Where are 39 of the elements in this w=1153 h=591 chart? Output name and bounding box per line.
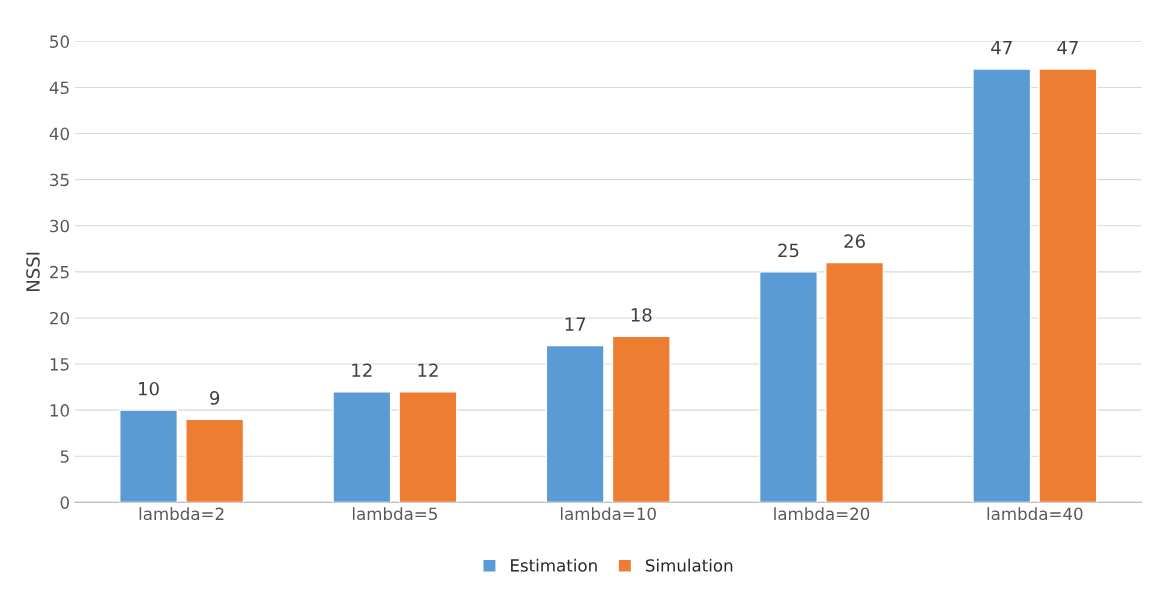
data-label: 9 bbox=[210, 391, 220, 405]
legend-label: Simulation bbox=[645, 558, 733, 572]
data-label: 18 bbox=[631, 308, 652, 322]
bar bbox=[332, 391, 392, 503]
x-tick-label: lambda=2 bbox=[139, 507, 224, 521]
bar bbox=[185, 418, 245, 503]
y-axis-title: NSSI bbox=[26, 252, 40, 291]
y-tick-label: 50 bbox=[50, 35, 69, 48]
bar bbox=[1038, 68, 1098, 503]
y-tick-label: 45 bbox=[49, 81, 69, 95]
y-tick-label: 25 bbox=[50, 265, 69, 279]
bar bbox=[825, 261, 885, 503]
legend-label: Estimation bbox=[511, 558, 597, 572]
y-tick-label: 5 bbox=[60, 450, 69, 463]
data-label: 12 bbox=[418, 363, 438, 377]
y-tick-label: 40 bbox=[49, 127, 69, 141]
y-tick-label: 0 bbox=[60, 496, 69, 509]
data-label: 10 bbox=[139, 381, 159, 396]
data-label: 12 bbox=[352, 363, 372, 377]
x-tick-label: lambda=5 bbox=[352, 507, 437, 521]
bar bbox=[611, 335, 671, 503]
data-label: 17 bbox=[565, 317, 586, 331]
data-label: 26 bbox=[844, 234, 865, 249]
y-tick-label: 10 bbox=[50, 404, 69, 417]
data-label: 25 bbox=[778, 243, 799, 258]
bar bbox=[398, 391, 458, 503]
bar bbox=[972, 68, 1032, 503]
y-tick-label: 30 bbox=[50, 219, 69, 233]
x-tick-label: lambda=40 bbox=[987, 507, 1083, 521]
bar bbox=[119, 409, 179, 503]
bar bbox=[545, 344, 605, 503]
bar bbox=[758, 271, 818, 503]
x-tick-label: lambda=20 bbox=[774, 507, 870, 521]
data-label: 47 bbox=[1057, 41, 1078, 55]
x-tick-label: lambda=10 bbox=[560, 507, 656, 521]
data-label: 47 bbox=[991, 41, 1012, 55]
y-tick-label: 15 bbox=[50, 358, 69, 371]
y-tick-label: 35 bbox=[50, 173, 69, 187]
y-tick-label: 20 bbox=[50, 311, 69, 325]
